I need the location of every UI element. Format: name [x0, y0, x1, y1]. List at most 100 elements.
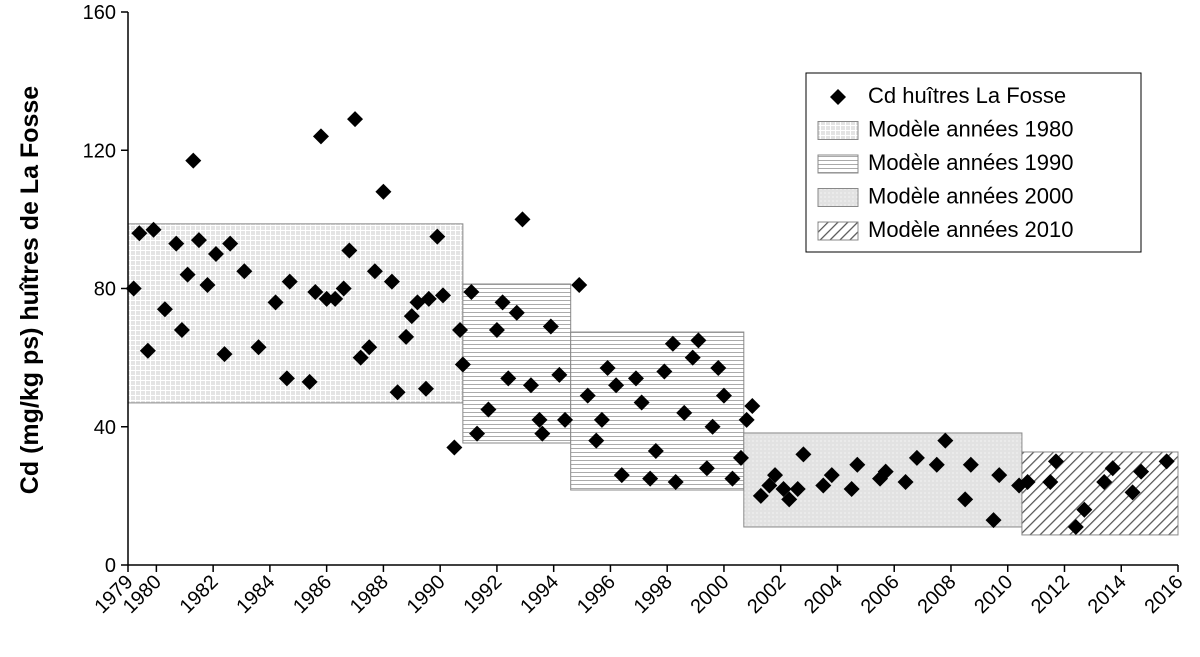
data-point — [897, 474, 914, 491]
legend-label: Modèle années 1990 — [868, 150, 1074, 175]
x-tick-label: 1988 — [346, 571, 393, 618]
data-point — [633, 394, 650, 411]
data-point — [145, 221, 162, 238]
data-point — [795, 446, 812, 463]
data-point — [398, 328, 415, 345]
data-point — [732, 449, 749, 466]
data-point — [383, 273, 400, 290]
x-tick-label: 2006 — [857, 571, 904, 618]
data-point — [307, 283, 324, 300]
data-point — [761, 477, 778, 494]
x-tick-label: 1984 — [232, 571, 279, 618]
data-point — [957, 491, 974, 508]
data-point — [815, 477, 832, 494]
data-point — [937, 432, 954, 449]
data-point — [494, 294, 511, 311]
x-tick-label: 2000 — [686, 571, 733, 618]
data-point — [588, 432, 605, 449]
data-point — [557, 411, 574, 428]
data-point — [823, 467, 840, 484]
y-tick-label: 40 — [94, 417, 116, 439]
data-point — [704, 418, 721, 435]
x-tick-label: 2002 — [743, 571, 790, 618]
data-point — [593, 411, 610, 428]
data-point — [1067, 518, 1084, 535]
legend-label: Cd huîtres La Fosse — [868, 83, 1066, 108]
data-point — [752, 487, 769, 504]
y-tick-label: 160 — [83, 2, 116, 24]
data-point — [542, 318, 559, 335]
data-point — [267, 294, 284, 311]
data-point — [664, 335, 681, 352]
legend-box — [805, 72, 1142, 253]
x-tick-label: 2014 — [1084, 571, 1131, 618]
data-point — [488, 321, 505, 338]
data-point — [531, 411, 548, 428]
x-tick-label: 1982 — [176, 571, 223, 618]
data-point — [608, 377, 625, 394]
data-point — [281, 273, 298, 290]
data-point — [312, 128, 329, 145]
data-point — [744, 398, 761, 415]
y-tick-label: 120 — [83, 140, 116, 162]
data-point — [571, 277, 588, 294]
data-point — [599, 359, 616, 376]
data-point — [642, 470, 659, 487]
data-point — [613, 467, 630, 484]
data-point — [627, 370, 644, 387]
data-point — [420, 290, 437, 307]
data-point — [327, 290, 344, 307]
data-point — [216, 346, 233, 363]
model-box — [1021, 451, 1179, 536]
legend-label: Modèle années 2000 — [868, 183, 1074, 208]
legend-swatch — [817, 221, 859, 241]
data-point — [684, 349, 701, 366]
data-point — [579, 387, 596, 404]
x-tick-label: 2012 — [1027, 571, 1074, 618]
legend-marker — [830, 89, 846, 105]
data-point — [715, 387, 732, 404]
data-point — [877, 463, 894, 480]
data-point — [1158, 453, 1175, 470]
data-point — [179, 266, 196, 283]
data-point — [446, 439, 463, 456]
x-tick-label: 1986 — [289, 571, 336, 618]
data-point — [454, 356, 471, 373]
data-point — [928, 456, 945, 473]
data-point — [534, 425, 551, 442]
data-point — [1104, 460, 1121, 477]
data-point — [1096, 474, 1113, 491]
data-point — [508, 304, 525, 321]
legend-swatch — [817, 121, 859, 140]
data-point — [463, 283, 480, 300]
data-point — [341, 242, 358, 259]
data-point — [962, 456, 979, 473]
data-point — [514, 211, 531, 228]
data-point — [199, 277, 216, 294]
data-point — [647, 442, 664, 459]
x-tick-label: 2010 — [970, 571, 1017, 618]
data-point — [278, 370, 295, 387]
data-point — [676, 404, 693, 421]
data-point — [207, 245, 224, 262]
data-point — [1124, 484, 1141, 501]
data-point — [168, 235, 185, 252]
data-point — [125, 280, 142, 297]
legend-label: Modèle années 1980 — [868, 116, 1074, 141]
data-point — [347, 111, 364, 128]
data-point — [1076, 501, 1093, 518]
x-tick-label: 2016 — [1141, 571, 1188, 618]
x-tick-label: 1992 — [459, 571, 506, 618]
data-point — [1133, 463, 1150, 480]
data-point — [690, 332, 707, 349]
x-tick-label: 2008 — [913, 571, 960, 618]
data-point — [710, 359, 727, 376]
data-point — [724, 470, 741, 487]
data-point — [429, 228, 446, 245]
data-point — [551, 366, 568, 383]
data-point — [352, 349, 369, 366]
data-point — [318, 290, 335, 307]
data-point — [789, 480, 806, 497]
data-point — [361, 339, 378, 356]
y-tick-label: 80 — [94, 279, 116, 301]
